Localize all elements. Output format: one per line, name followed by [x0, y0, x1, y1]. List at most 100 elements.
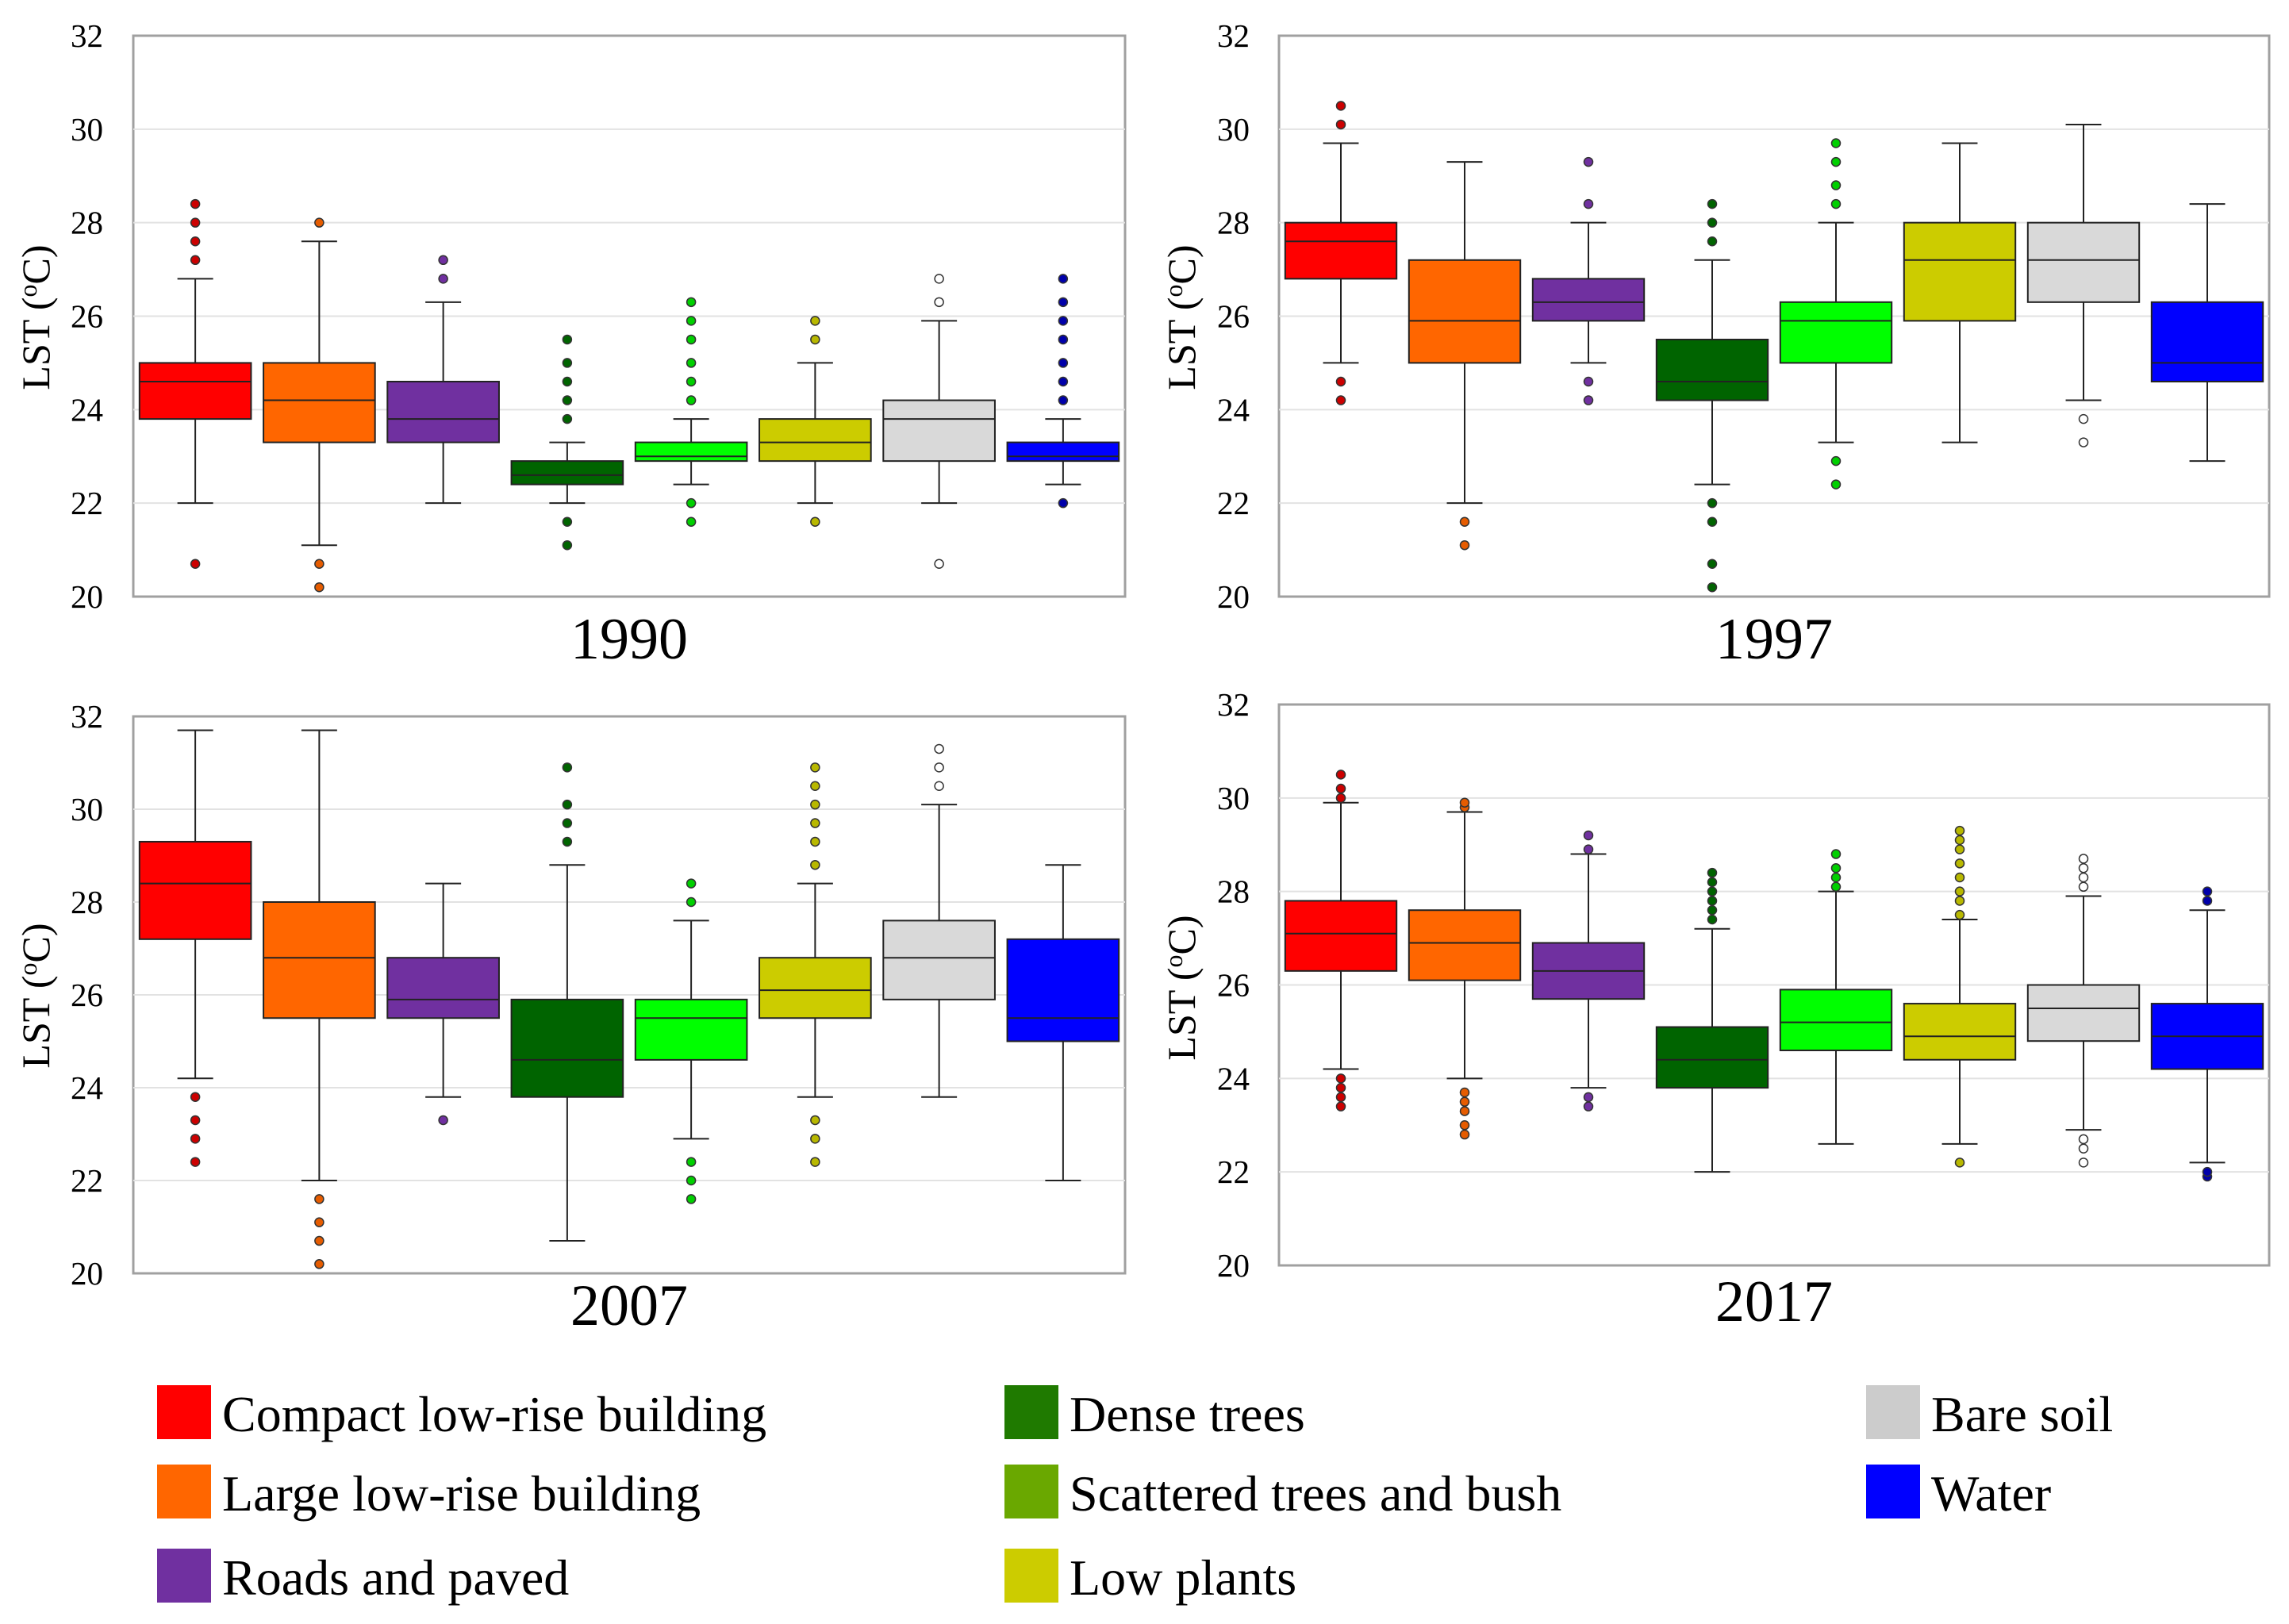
outlier-point — [686, 1175, 697, 1186]
box-iqr — [2026, 221, 2141, 303]
outlier-point — [1335, 119, 1346, 130]
outlier-point — [1058, 376, 1069, 387]
legend-label: Large low-rise building — [222, 1465, 701, 1522]
box-compact-low-rise-building — [1284, 770, 1398, 1111]
panel-title: 2017 — [1715, 1269, 1833, 1334]
panel-2017: 20 22 24 26 28 30 32 LST (oC) 2017 — [1159, 686, 2271, 1334]
outlier-point — [1058, 358, 1069, 368]
outlier-point — [810, 799, 820, 810]
box-scattered-trees-and-bush — [1779, 138, 1893, 490]
legend-label: Low plants — [1070, 1549, 1296, 1606]
outlier-point — [2202, 896, 2213, 906]
outlier-point — [2202, 886, 2213, 896]
y-tick-label: 32 — [71, 698, 103, 735]
box-iqr — [634, 441, 748, 463]
box-iqr — [634, 998, 748, 1061]
outlier-point — [562, 413, 573, 424]
y-tick-label: 24 — [71, 391, 103, 428]
outlier-point — [686, 896, 697, 908]
outlier-point — [1335, 793, 1346, 804]
box-iqr — [1903, 221, 2017, 322]
y-tick-label: 20 — [71, 578, 103, 615]
outlier-point — [2078, 1143, 2089, 1154]
y-axis-label: LST (oC) — [1159, 915, 1204, 1060]
outlier-point — [2078, 1158, 2089, 1168]
outlier-point — [1954, 909, 1965, 920]
outlier-point — [1707, 877, 1718, 888]
outlier-point — [1459, 1129, 1470, 1140]
y-tick-label: 24 — [71, 1069, 103, 1106]
outlier-point — [934, 274, 944, 284]
outlier-point — [1335, 1082, 1346, 1093]
outlier-point — [190, 1134, 201, 1144]
outlier-point — [562, 376, 573, 387]
legend-swatch — [1004, 1385, 1058, 1439]
outlier-point — [1830, 198, 1842, 209]
box-large-low-rise-building — [1408, 797, 1522, 1140]
outlier-point — [934, 762, 944, 773]
box-iqr — [2150, 301, 2264, 382]
outlier-point — [190, 198, 201, 209]
outlier-point — [810, 781, 820, 791]
outlier-point — [686, 497, 697, 509]
outlier-point — [314, 559, 325, 570]
legend-item-low-plants: Low plants — [1004, 1549, 1296, 1606]
box-iqr — [882, 919, 996, 1000]
outlier-point — [686, 1194, 697, 1204]
outlier-point — [2202, 1166, 2213, 1177]
legend-label: Roads and paved — [222, 1549, 569, 1606]
outlier-point — [934, 297, 944, 308]
legend-label: Scattered trees and bush — [1070, 1465, 1561, 1522]
legend-item-dense-trees: Dense trees — [1004, 1385, 1305, 1442]
outlier-point — [1058, 497, 1069, 509]
outlier-point — [1459, 797, 1470, 808]
outlier-point — [686, 516, 697, 527]
outlier-point — [1459, 516, 1470, 527]
y-tick-label: 26 — [71, 977, 103, 1013]
panel-title: 1997 — [1715, 607, 1833, 672]
y-tick-label: 32 — [1217, 17, 1250, 54]
legend-swatch — [157, 1549, 211, 1603]
box-iqr — [263, 362, 376, 443]
outlier-point — [934, 781, 944, 791]
outlier-point — [1954, 858, 1965, 869]
box-iqr — [1408, 259, 1522, 364]
outlier-point — [1058, 297, 1069, 308]
box-scattered-trees-and-bush — [634, 878, 748, 1204]
y-tick-label: 22 — [71, 1162, 103, 1199]
outlier-point — [562, 358, 573, 368]
outlier-point — [1583, 830, 1594, 841]
box-iqr — [1006, 441, 1120, 463]
outlier-point — [190, 1157, 201, 1167]
outlier-point — [686, 358, 697, 368]
outlier-point — [686, 395, 697, 405]
box-water — [2150, 886, 2264, 1182]
y-tick-label: 26 — [1217, 967, 1250, 1004]
outlier-point — [562, 762, 573, 773]
outlier-point — [2078, 854, 2089, 864]
box-iqr — [1006, 938, 1120, 1042]
outlier-point — [1707, 198, 1718, 209]
box-water — [2150, 203, 2264, 463]
outlier-point — [1459, 1096, 1470, 1108]
outlier-point — [1954, 1158, 1965, 1168]
legend-item-large-low-rise-building: Large low-rise building — [157, 1465, 701, 1522]
outlier-point — [2078, 881, 2089, 893]
y-tick-label: 30 — [71, 791, 103, 827]
box-iqr — [1655, 338, 1769, 401]
outlier-point — [686, 334, 697, 345]
box-low-plants — [1903, 142, 2017, 443]
y-tick-label: 32 — [71, 17, 103, 54]
y-axis-label: LST (oC) — [1159, 244, 1204, 390]
outlier-point — [934, 743, 944, 754]
y-tick-label: 26 — [71, 298, 103, 335]
outlier-point — [686, 316, 697, 326]
y-axis-label: LST (oC) — [13, 244, 58, 390]
outlier-point — [1335, 1092, 1346, 1103]
legend-label: Water — [1931, 1465, 2051, 1522]
box-iqr — [510, 998, 624, 1098]
box-dense-trees — [1655, 198, 1769, 593]
outlier-point — [438, 255, 448, 266]
box-iqr — [759, 957, 872, 1019]
